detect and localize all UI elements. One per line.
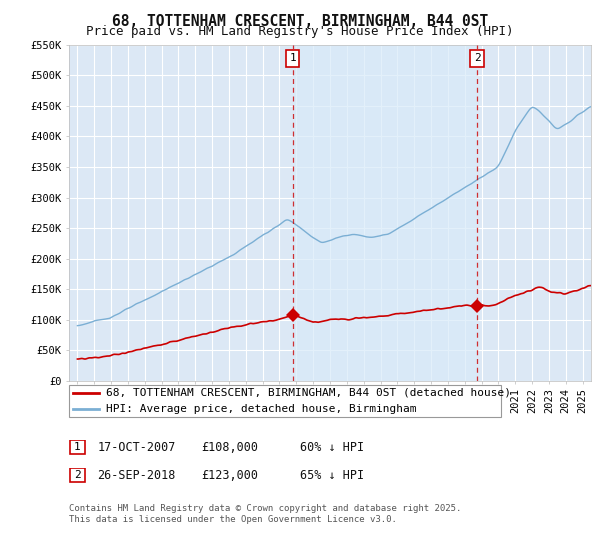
Text: 17-OCT-2007: 17-OCT-2007 [97, 441, 176, 454]
Text: £108,000: £108,000 [201, 441, 258, 454]
Text: £123,000: £123,000 [201, 469, 258, 482]
Text: HPI: Average price, detached house, Birmingham: HPI: Average price, detached house, Birm… [106, 404, 416, 414]
Text: 1: 1 [74, 442, 81, 452]
Text: Price paid vs. HM Land Registry's House Price Index (HPI): Price paid vs. HM Land Registry's House … [86, 25, 514, 38]
Text: 65% ↓ HPI: 65% ↓ HPI [300, 469, 364, 482]
Text: 2: 2 [474, 53, 481, 63]
Text: 26-SEP-2018: 26-SEP-2018 [97, 469, 176, 482]
Text: 68, TOTTENHAM CRESCENT, BIRMINGHAM, B44 0ST: 68, TOTTENHAM CRESCENT, BIRMINGHAM, B44 … [112, 14, 488, 29]
Text: 2: 2 [74, 470, 81, 480]
FancyBboxPatch shape [70, 440, 85, 455]
Text: 68, TOTTENHAM CRESCENT, BIRMINGHAM, B44 0ST (detached house): 68, TOTTENHAM CRESCENT, BIRMINGHAM, B44 … [106, 388, 511, 398]
FancyBboxPatch shape [70, 468, 85, 483]
Bar [293, 45, 477, 381]
Text: 1: 1 [289, 53, 296, 63]
Text: 60% ↓ HPI: 60% ↓ HPI [300, 441, 364, 454]
Text: Contains HM Land Registry data © Crown copyright and database right 2025.
This d: Contains HM Land Registry data © Crown c… [69, 504, 461, 524]
FancyBboxPatch shape [69, 385, 501, 417]
